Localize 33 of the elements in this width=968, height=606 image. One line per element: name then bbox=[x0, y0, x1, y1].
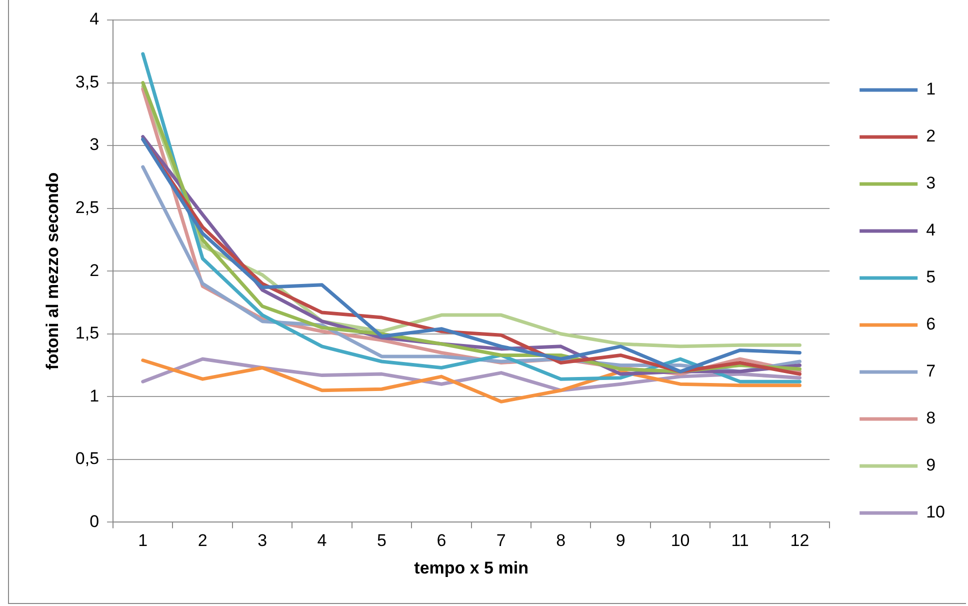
x-tick-label: 1 bbox=[138, 531, 148, 550]
x-tick-label: 3 bbox=[258, 531, 268, 550]
y-tick-label: 3 bbox=[90, 135, 100, 154]
y-tick-label: 1,5 bbox=[75, 324, 100, 343]
legend-label: 7 bbox=[926, 362, 936, 381]
y-tick-label: 4 bbox=[90, 10, 100, 29]
x-tick-label: 12 bbox=[790, 531, 810, 550]
legend-label: 10 bbox=[926, 502, 946, 522]
legend-label: 9 bbox=[926, 456, 936, 475]
x-axis-title: tempo x 5 min bbox=[414, 558, 528, 578]
x-tick-label: 8 bbox=[556, 531, 566, 550]
x-tick-label: 4 bbox=[317, 531, 327, 550]
x-tick-label: 2 bbox=[198, 531, 208, 550]
y-tick-label: 2,5 bbox=[75, 198, 100, 218]
y-tick-label: 3,5 bbox=[75, 72, 100, 92]
x-tick-label: 7 bbox=[496, 531, 506, 550]
legend-label: 4 bbox=[926, 220, 936, 240]
legend-label: 8 bbox=[926, 408, 936, 428]
x-tick-label: 9 bbox=[616, 531, 626, 550]
legend-label: 1 bbox=[926, 80, 936, 99]
x-tick-label: 10 bbox=[670, 531, 690, 550]
x-tick-label: 11 bbox=[731, 531, 749, 550]
x-tick-label: 5 bbox=[377, 531, 386, 550]
x-tick-label: 6 bbox=[436, 531, 446, 550]
legend-label: 6 bbox=[926, 314, 936, 334]
y-tick-label: 0,5 bbox=[75, 449, 100, 468]
legend-label: 3 bbox=[926, 174, 936, 193]
y-tick-label: 2 bbox=[90, 260, 100, 280]
legend-label: 2 bbox=[926, 126, 936, 146]
y-axis-title: fotoni al mezzo secondo bbox=[42, 172, 62, 370]
y-tick-label: 0 bbox=[90, 512, 100, 531]
y-tick-label: 1 bbox=[90, 386, 100, 406]
legend-label: 5 bbox=[926, 268, 936, 287]
